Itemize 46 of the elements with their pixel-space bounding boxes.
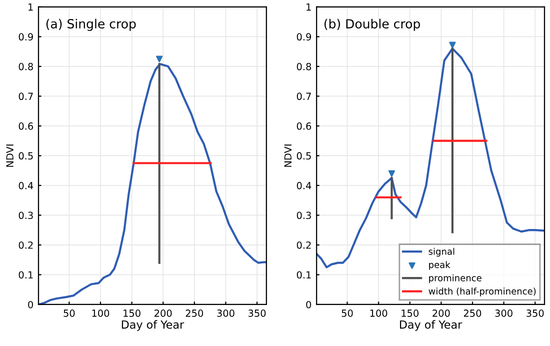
x-axis-title: Day of Year: [122, 320, 184, 331]
y-tick-label: 0.5: [18, 152, 33, 160]
x-tick-label: 100: [92, 310, 110, 317]
x-tick-label: 200: [432, 310, 450, 317]
legend-label: width (half-prominence): [428, 288, 536, 296]
y-tick-label: 0.9: [296, 33, 312, 41]
y-tick-label: 0.8: [18, 62, 33, 70]
x-tick-label: 50: [64, 310, 75, 317]
x-tick-label: 300: [217, 310, 234, 317]
x-tick-label: 350: [248, 310, 266, 317]
x-tick-label: 300: [495, 310, 512, 317]
y-tick-label: 0: [306, 300, 312, 308]
x-axis-title: Day of Year: [400, 320, 462, 331]
y-tick-label: 0.4: [18, 182, 34, 190]
y-tick-label: 0.5: [296, 152, 311, 160]
y-tick-label: 0.9: [18, 33, 33, 41]
text: (b) Double crop: [324, 18, 420, 31]
y-tick-label: 1: [306, 4, 311, 11]
y-tick-label: 0.8: [296, 62, 312, 70]
y-tick-label: 0.3: [18, 212, 33, 220]
legend-label: signal: [428, 248, 454, 257]
y-axis-title: NDVI: [284, 144, 292, 167]
x-tick-label: 100: [370, 310, 388, 317]
y-axis-title: NDVI: [6, 144, 14, 167]
y-tick-label: 0.2: [296, 241, 311, 249]
x-tick-label: 200: [154, 310, 172, 317]
legend-label: peak: [429, 261, 450, 270]
y-tick-label: 0.6: [18, 122, 34, 130]
y-tick-label: 0.6: [296, 122, 312, 130]
y-tick-label: 0.3: [296, 212, 311, 220]
y-tick-label: 0.2: [18, 241, 33, 249]
y-tick-label: 0.7: [18, 92, 33, 100]
y-tick-label: 0.1: [296, 271, 311, 279]
y-tick-label: 0.7: [296, 92, 311, 100]
text: (a) Single crop: [46, 18, 136, 31]
y-tick-label: 0.1: [18, 271, 33, 279]
x-tick-label: 250: [186, 310, 204, 317]
x-tick-label: 350: [526, 310, 544, 317]
legend-label: prominence: [429, 274, 482, 284]
x-tick-label: 50: [342, 310, 353, 317]
x-tick-label: 150: [124, 310, 140, 317]
y-tick-label: 1: [28, 4, 33, 11]
x-tick-label: 250: [464, 310, 482, 317]
y-tick-label: 0: [28, 300, 33, 308]
y-tick-label: 0.4: [296, 182, 312, 190]
x-tick-label: 150: [402, 310, 419, 317]
